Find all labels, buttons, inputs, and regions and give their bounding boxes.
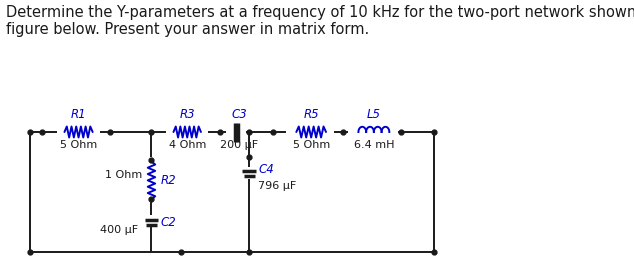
Text: C4: C4 (258, 163, 274, 176)
Text: C3: C3 (231, 108, 247, 121)
Text: R3: R3 (179, 108, 195, 121)
Text: R2: R2 (160, 174, 176, 187)
Text: 6.4 mH: 6.4 mH (354, 140, 394, 150)
Text: R1: R1 (71, 108, 86, 121)
Text: 400 μF: 400 μF (100, 225, 138, 235)
Text: 200 μF: 200 μF (220, 140, 258, 150)
Text: 5 Ohm: 5 Ohm (60, 140, 97, 150)
Text: 1 Ohm: 1 Ohm (105, 170, 143, 180)
Text: 4 Ohm: 4 Ohm (169, 140, 206, 150)
Text: Determine the Y-parameters at a frequency of 10 kHz for the two-port network sho: Determine the Y-parameters at a frequenc… (6, 5, 634, 20)
Text: L5: L5 (367, 108, 381, 121)
Text: R5: R5 (303, 108, 319, 121)
Text: figure below. Present your answer in matrix form.: figure below. Present your answer in mat… (6, 22, 369, 37)
Text: 796 μF: 796 μF (258, 181, 296, 191)
Text: C2: C2 (160, 216, 176, 229)
Text: 5 Ohm: 5 Ohm (292, 140, 330, 150)
